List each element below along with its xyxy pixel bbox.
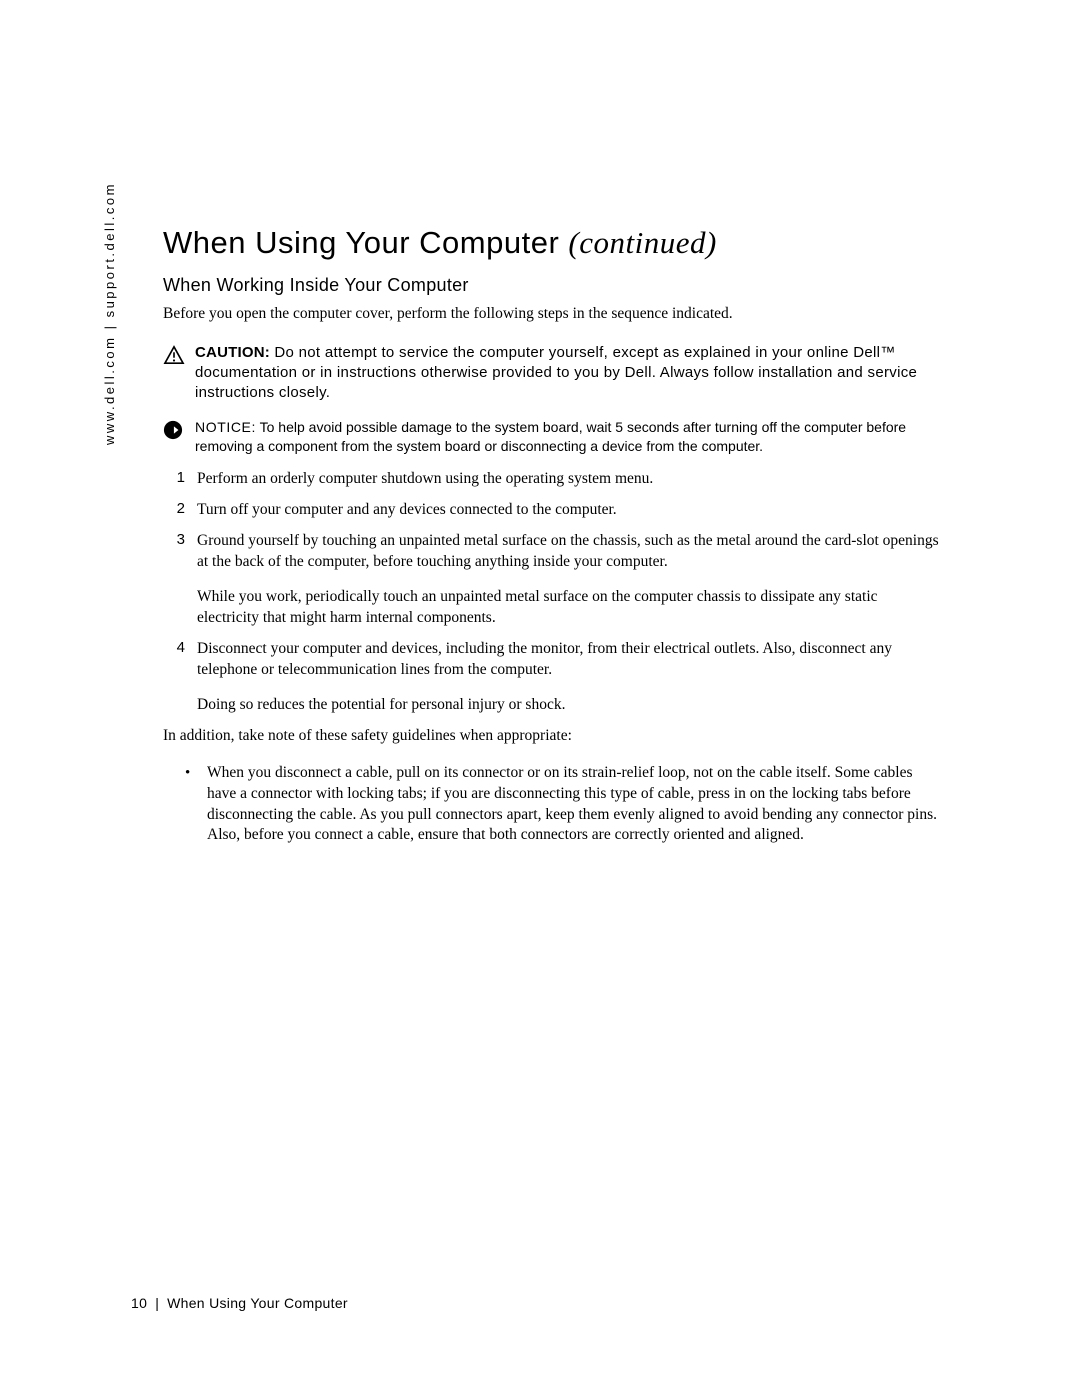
step-extra: While you work, periodically touch an un… bbox=[197, 587, 940, 629]
notice-label: NOTICE: bbox=[195, 419, 256, 435]
footer-page-number: 10 bbox=[131, 1295, 147, 1311]
caution-label: CAUTION: bbox=[195, 344, 270, 361]
step-4: 4 Disconnect your computer and devices, … bbox=[163, 639, 955, 716]
step-text: Turn off your computer and any devices c… bbox=[197, 500, 940, 521]
page-footer: 10 | When Using Your Computer bbox=[131, 1295, 348, 1311]
document-page: www.dell.com | support.dell.com When Usi… bbox=[0, 0, 1080, 1397]
caution-triangle-icon bbox=[163, 345, 185, 370]
step-number: 1 bbox=[163, 469, 197, 486]
bullet-item: • When you disconnect a cable, pull on i… bbox=[163, 763, 955, 847]
step-2: 2 Turn off your computer and any devices… bbox=[163, 500, 955, 521]
addition-paragraph: In addition, take note of these safety g… bbox=[163, 726, 955, 747]
intro-paragraph: Before you open the computer cover, perf… bbox=[163, 304, 955, 325]
step-number: 3 bbox=[163, 531, 197, 548]
caution-body: Do not attempt to service the computer y… bbox=[195, 344, 917, 402]
page-title: When Using Your Computer (continued) bbox=[163, 225, 955, 261]
step-1: 1 Perform an orderly computer shutdown u… bbox=[163, 469, 955, 490]
step-extra: Doing so reduces the potential for perso… bbox=[197, 695, 940, 716]
step-text: Disconnect your computer and devices, in… bbox=[197, 639, 940, 716]
step-3: 3 Ground yourself by touching an unpaint… bbox=[163, 531, 955, 629]
step-number: 2 bbox=[163, 500, 197, 517]
sidebar-url: www.dell.com | support.dell.com bbox=[102, 182, 117, 445]
bullet-marker: • bbox=[185, 763, 207, 784]
title-main: When Using Your Computer bbox=[163, 225, 559, 260]
step-text: Ground yourself by touching an unpainted… bbox=[197, 531, 940, 629]
caution-text: CAUTION: Do not attempt to service the c… bbox=[195, 343, 935, 404]
notice-body: To help avoid possible damage to the sys… bbox=[195, 419, 906, 454]
step-number: 4 bbox=[163, 639, 197, 656]
title-continued: (continued) bbox=[568, 225, 716, 260]
notice-block: NOTICE: To help avoid possible damage to… bbox=[163, 418, 955, 456]
step-text: Perform an orderly computer shutdown usi… bbox=[197, 469, 940, 490]
notice-arrow-icon bbox=[163, 420, 185, 445]
sub-heading: When Working Inside Your Computer bbox=[163, 275, 955, 296]
footer-section-title: When Using Your Computer bbox=[167, 1295, 348, 1311]
notice-text: NOTICE: To help avoid possible damage to… bbox=[195, 418, 935, 456]
bullet-text: When you disconnect a cable, pull on its… bbox=[207, 763, 940, 847]
caution-block: CAUTION: Do not attempt to service the c… bbox=[163, 343, 955, 404]
footer-separator: | bbox=[153, 1295, 161, 1311]
